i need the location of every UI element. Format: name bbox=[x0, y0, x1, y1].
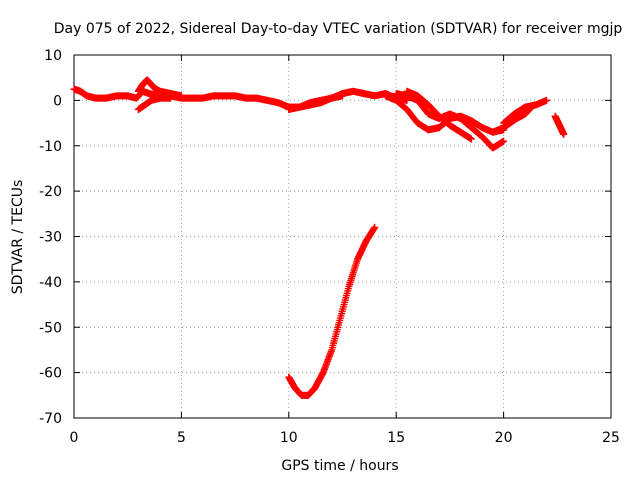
x-tick-label: 0 bbox=[70, 430, 79, 446]
series-satellite-track-7 bbox=[403, 87, 475, 143]
axis-ticks bbox=[73, 54, 612, 419]
x-tick-labels: 0 5 10 15 20 25 bbox=[70, 430, 620, 446]
y-tick-label: -70 bbox=[39, 411, 62, 427]
x-tick-label: 25 bbox=[602, 430, 620, 446]
series-satellite-track-9 bbox=[500, 96, 551, 127]
y-tick-label: -40 bbox=[39, 275, 62, 291]
chart-title: Day 075 of 2022, Sidereal Day-to-day VTE… bbox=[54, 21, 623, 37]
data-point bbox=[467, 135, 475, 143]
series-satellite-track-11 bbox=[285, 223, 379, 399]
data-point bbox=[339, 92, 346, 100]
series-satellite-track-2 bbox=[134, 76, 185, 100]
y-tick-label: 0 bbox=[53, 93, 62, 109]
series-satellite-track-3 bbox=[134, 94, 175, 113]
y-tick-label: -60 bbox=[39, 366, 62, 382]
x-tick-label: 15 bbox=[387, 430, 405, 446]
data-point bbox=[167, 94, 175, 102]
series-satellite-track-4 bbox=[285, 92, 346, 113]
y-tick-labels: 10 0 -10 -20 -30 -40 -50 -60 -70 bbox=[39, 48, 62, 427]
x-axis-label: GPS time / hours bbox=[281, 458, 398, 474]
y-tick-label: 10 bbox=[44, 48, 62, 64]
data-points bbox=[70, 76, 568, 399]
data-point bbox=[543, 96, 551, 104]
data-point bbox=[560, 130, 568, 138]
grid bbox=[74, 55, 611, 418]
y-tick-label: -20 bbox=[39, 184, 62, 200]
data-point bbox=[371, 223, 379, 231]
x-tick-label: 10 bbox=[280, 430, 298, 446]
data-point bbox=[177, 92, 185, 100]
y-tick-label: -50 bbox=[39, 320, 62, 336]
y-tick-label: -30 bbox=[39, 230, 62, 246]
y-tick-label: -10 bbox=[39, 139, 62, 155]
data-point bbox=[500, 137, 508, 145]
series-satellite-track-10 bbox=[551, 112, 568, 138]
x-tick-label: 5 bbox=[177, 430, 186, 446]
y-axis-label: SDTVAR / TECUs bbox=[10, 180, 26, 295]
x-tick-label: 20 bbox=[495, 430, 513, 446]
series-satellite-track-1 bbox=[70, 85, 411, 111]
